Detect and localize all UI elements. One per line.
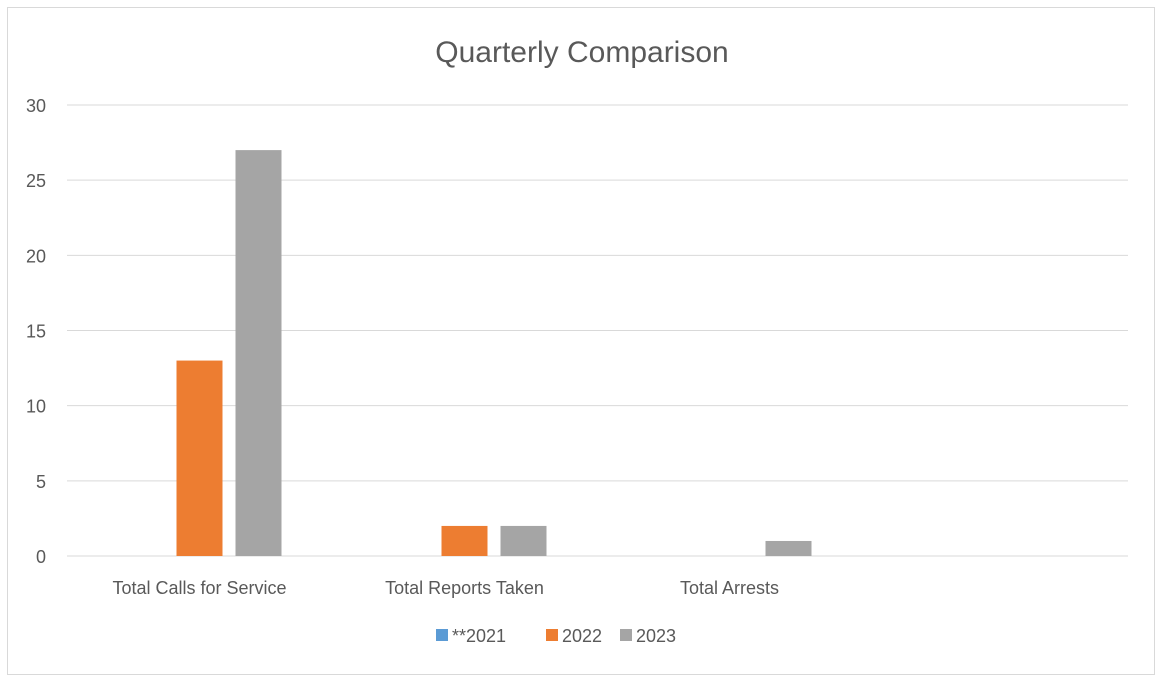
x-tick-label: Total Calls for Service bbox=[112, 578, 286, 598]
legend-swatch bbox=[620, 629, 632, 641]
bar bbox=[765, 540, 812, 556]
chart-title: Quarterly Comparison bbox=[435, 36, 728, 69]
legend-swatch bbox=[546, 629, 558, 641]
y-tick-label: 15 bbox=[26, 322, 46, 342]
y-tick-label: 25 bbox=[26, 171, 46, 191]
legend-label: 2023 bbox=[636, 626, 676, 646]
bars bbox=[176, 150, 812, 556]
x-axis-ticks: Total Calls for Service Total Reports Tak… bbox=[112, 578, 779, 598]
bar bbox=[441, 525, 488, 556]
legend-label: **2021 bbox=[452, 626, 506, 646]
bar bbox=[500, 525, 547, 556]
x-tick-label: Total Arrests bbox=[680, 578, 779, 598]
legend-swatch bbox=[436, 629, 448, 641]
gridlines bbox=[67, 104, 1128, 557]
y-tick-label: 0 bbox=[36, 547, 46, 567]
y-axis-ticks: 0 5 10 15 20 25 30 bbox=[26, 96, 46, 567]
bar bbox=[235, 150, 282, 556]
y-tick-label: 30 bbox=[26, 96, 46, 116]
chart-frame bbox=[7, 7, 1155, 675]
y-tick-label: 20 bbox=[26, 246, 46, 266]
bar bbox=[176, 360, 223, 556]
legend: **2021 2022 2023 bbox=[436, 626, 676, 646]
y-tick-label: 10 bbox=[26, 397, 46, 417]
y-tick-label: 5 bbox=[36, 472, 46, 492]
x-tick-label: Total Reports Taken bbox=[385, 578, 544, 598]
legend-label: 2022 bbox=[562, 626, 602, 646]
